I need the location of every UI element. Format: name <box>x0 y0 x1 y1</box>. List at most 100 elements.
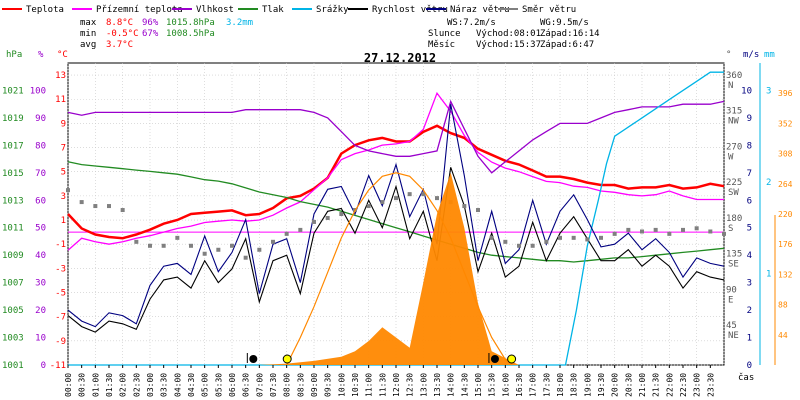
x-tick-label: 22:00 <box>665 373 674 397</box>
x-tick-label: 08:30 <box>296 373 305 397</box>
x-tick-label: 05:30 <box>214 373 223 397</box>
stat-max-label: max <box>80 18 97 28</box>
x-tick-label: 19:00 <box>583 373 592 397</box>
wind-direction-point <box>312 219 316 224</box>
series-layer <box>66 71 726 366</box>
wind-direction-point <box>339 212 344 216</box>
x-tick-label: 22:30 <box>679 373 688 397</box>
rain-tick: 1 <box>766 269 771 279</box>
x-tick-label: 21:00 <box>638 373 647 397</box>
temperature-tick: 1 <box>61 216 66 226</box>
x-tick-label: 00:00 <box>64 373 73 397</box>
humidity-tick: 50 <box>35 224 46 234</box>
wind-direction-point <box>558 235 562 240</box>
pressure-tick: 1019 <box>2 114 24 124</box>
wind_speed-tick: 4 <box>747 251 752 261</box>
legend: Teplota Přízemní teplota Vlhkost Tlak Srážky… <box>2 5 576 15</box>
legend-label: Přízemní teplota <box>96 5 183 15</box>
wind-direction-tick: 45 <box>726 321 737 331</box>
moon-label: Měsíc <box>428 40 455 50</box>
wind-direction-tick: 315 <box>726 107 742 117</box>
temperature-tick: 3 <box>61 192 66 202</box>
wind-direction-point <box>681 227 685 232</box>
humidity-tick: 0 <box>41 361 46 371</box>
wind-direction-point <box>571 235 576 240</box>
temperature-tick: 13 <box>55 71 66 81</box>
humidity-tick: 70 <box>35 169 46 179</box>
wind-direction-point <box>134 239 139 244</box>
wind-direction-tick: 135 <box>726 250 742 260</box>
stat-avg-temp: 3.7°C <box>106 40 133 50</box>
x-axis: 00:00 00:30 01:00 01:30 02:00 02:30 03:00 03:30… <box>64 365 715 397</box>
x-tick-label: 20:00 <box>611 373 620 397</box>
x-tick-label: 14:30 <box>460 373 469 397</box>
x-tick-label: 01:00 <box>91 373 100 397</box>
pressure-tick: 1001 <box>2 361 24 371</box>
legend-label: Vlhkost <box>196 5 234 15</box>
temperature-tick: -5 <box>55 289 66 299</box>
wind-direction-point <box>612 231 617 236</box>
wind-direction-point <box>284 231 289 236</box>
stat-min-hum: 67% <box>142 29 159 39</box>
stat-wind-speed: WS:7.2m/s <box>447 18 496 28</box>
solar-tick: 132 <box>778 270 793 279</box>
wind-direction-tick: N <box>728 81 733 91</box>
x-tick-label: 15:30 <box>488 373 497 397</box>
x-tick-label: 15:00 <box>474 373 483 397</box>
temperature-tick: -9 <box>55 337 66 347</box>
temperature-unit: °C <box>57 50 68 60</box>
solar-tick: 176 <box>778 240 793 249</box>
wind-direction-point <box>489 235 494 240</box>
wind-direction-tick: 270 <box>726 142 742 152</box>
wind-direction-point <box>271 239 275 244</box>
x-tick-label: 10:00 <box>337 373 346 397</box>
stat-max-temp: 8.8°C <box>106 18 133 28</box>
wind-direction-point <box>93 204 98 209</box>
wind_speed-tick: 10 <box>741 86 752 96</box>
legend-label: Teplota <box>26 5 64 15</box>
stat-wind-gust: WG:9.5m/s <box>540 18 589 28</box>
pressure-tick: 1005 <box>2 306 24 316</box>
pressure-unit: hPa <box>6 50 22 60</box>
solar-theoretical-line <box>286 172 513 366</box>
wind-direction-point <box>79 200 84 205</box>
x-tick-label: 02:30 <box>132 373 141 397</box>
wind-speed-unit: m/s <box>743 50 759 60</box>
ground_temperature-line <box>67 91 724 251</box>
wind-direction-tick: S <box>728 224 733 234</box>
legend-label: Směr větru <box>522 5 576 15</box>
moon-rise: Východ:15:37 <box>476 40 541 50</box>
wind-direction-point <box>407 192 412 197</box>
wind-direction-tick: NE <box>728 331 739 341</box>
stat-min-temp: -0.5°C <box>106 29 139 39</box>
humidity-tick: 10 <box>35 334 46 344</box>
stat-max-hum: 96% <box>142 18 159 28</box>
humidity-tick: 100 <box>30 86 46 96</box>
wind-direction-point <box>462 204 467 209</box>
x-tick-label: 18:30 <box>570 373 579 397</box>
humidity-tick: 80 <box>35 141 46 151</box>
wind-direction-tick: 180 <box>726 214 742 224</box>
temperature-tick: 7 <box>61 144 66 154</box>
moonrise-marker <box>490 355 499 363</box>
wind-direction-tick: W <box>728 152 734 162</box>
x-tick-label: 06:30 <box>242 373 251 397</box>
wind_speed-line <box>67 167 725 333</box>
x-tick-label: 11:00 <box>365 373 374 397</box>
x-tick-label: 19:30 <box>597 373 606 397</box>
x-tick-label: 17:00 <box>529 373 538 397</box>
x-tick-label: 10:30 <box>351 373 360 397</box>
wind-direction-point <box>189 243 193 248</box>
sun-rise: Východ:08:01 <box>476 29 541 39</box>
wind_gust-line <box>67 104 725 328</box>
temperature-tick: -3 <box>55 264 66 274</box>
solar-tick: 220 <box>778 210 793 219</box>
temperature-tick: -11 <box>50 361 66 371</box>
temperature-tick: -1 <box>55 240 66 250</box>
wind-direction-point <box>722 231 726 236</box>
wind_speed-tick: 5 <box>747 224 752 234</box>
wind-direction-point <box>544 239 549 244</box>
wind-direction-point <box>503 239 508 244</box>
temperature-tick: 9 <box>61 119 66 129</box>
